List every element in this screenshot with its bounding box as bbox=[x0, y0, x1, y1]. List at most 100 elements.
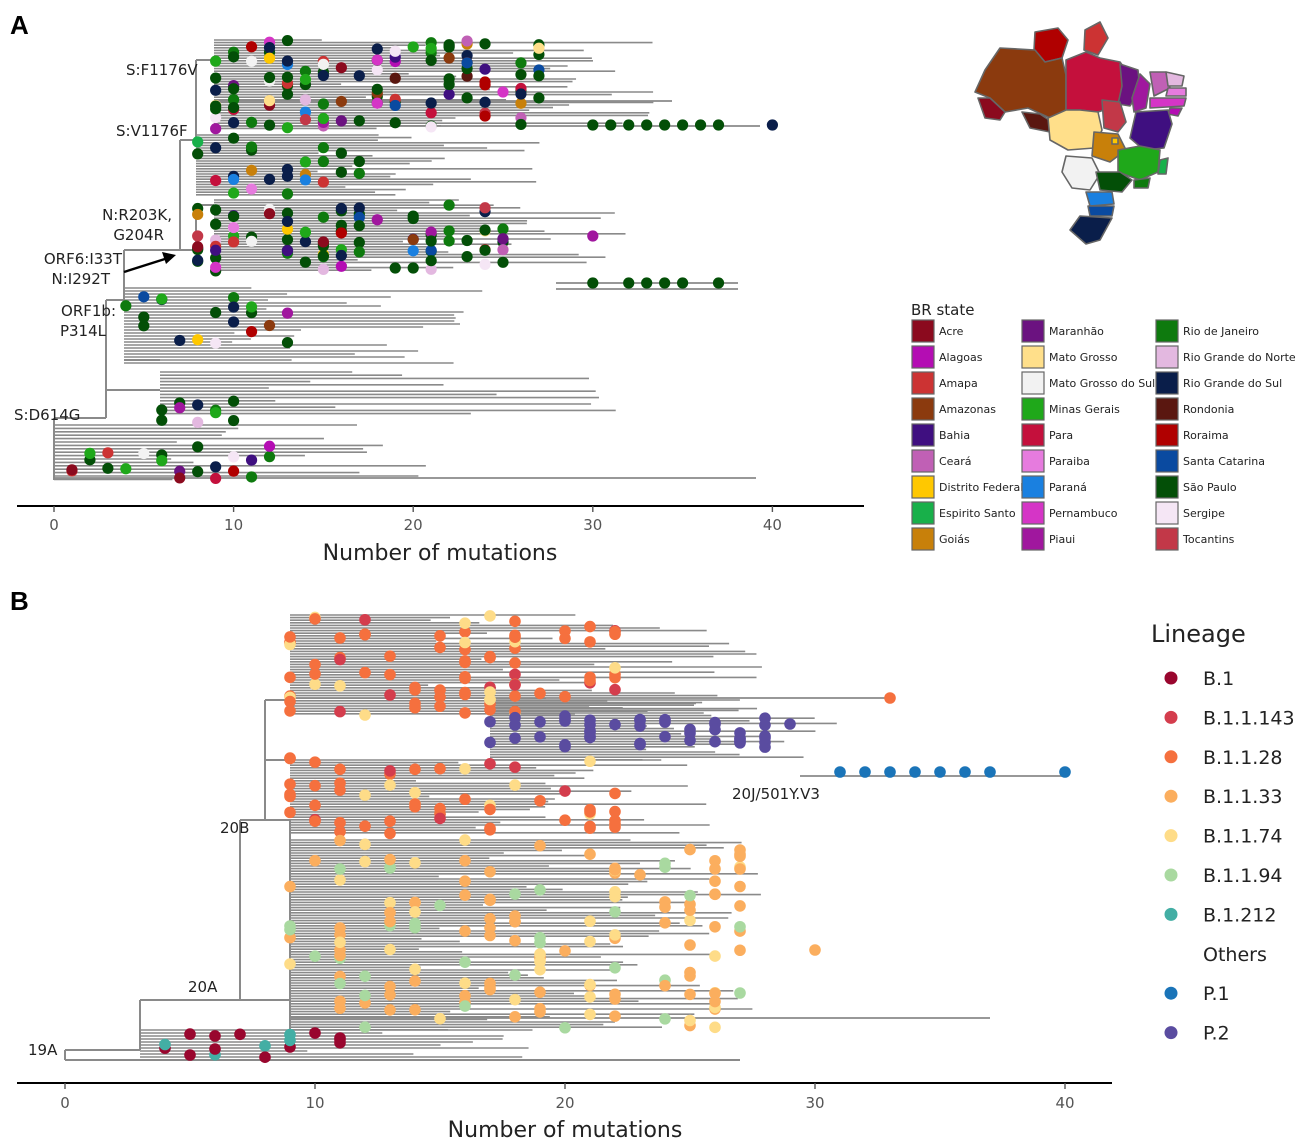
tip-point bbox=[712, 119, 725, 131]
tip-point bbox=[884, 766, 896, 778]
tip-point bbox=[709, 735, 721, 748]
legend-swatch bbox=[1164, 750, 1178, 764]
tip-point bbox=[1059, 766, 1071, 778]
tip-point bbox=[484, 865, 496, 878]
tip-point bbox=[210, 252, 222, 264]
legend-label: P.1 bbox=[1203, 983, 1230, 1005]
tip-point bbox=[694, 119, 707, 131]
x-tick-label: 20 bbox=[555, 1094, 574, 1112]
tip-point bbox=[335, 95, 347, 108]
tip-point bbox=[210, 244, 222, 256]
tip-point bbox=[384, 906, 396, 919]
tip-point bbox=[384, 943, 396, 956]
map-parana bbox=[1085, 191, 1115, 207]
tip-point bbox=[484, 823, 496, 836]
tip-point bbox=[281, 122, 294, 134]
tip-point bbox=[659, 277, 671, 289]
tip-point bbox=[534, 839, 546, 852]
tip-point bbox=[334, 816, 346, 829]
tip-point bbox=[443, 88, 455, 100]
tip-point bbox=[284, 806, 296, 819]
tip-point bbox=[484, 651, 496, 664]
tip-point bbox=[533, 92, 545, 104]
tip-point bbox=[584, 674, 596, 687]
tip-point bbox=[284, 631, 296, 643]
tip-point bbox=[497, 256, 509, 268]
tip-point bbox=[584, 978, 596, 991]
tip-point bbox=[534, 687, 546, 700]
legend-swatch bbox=[1021, 371, 1045, 395]
tip-point bbox=[317, 112, 329, 125]
tip-point bbox=[443, 199, 455, 211]
tip-point bbox=[317, 176, 329, 188]
legend-label: Mato Grosso do Sul bbox=[1049, 377, 1155, 390]
tip-point bbox=[409, 786, 421, 799]
tip-point bbox=[234, 1028, 246, 1041]
tip-point bbox=[228, 101, 240, 114]
tip-point bbox=[684, 889, 696, 902]
tip-point bbox=[484, 983, 496, 996]
map-santa-catarina bbox=[1087, 205, 1115, 217]
tip-point bbox=[509, 779, 521, 791]
tree-annotation: S:D614G bbox=[14, 406, 80, 424]
brazil-map bbox=[974, 21, 1187, 245]
legend-label: Alagoas bbox=[939, 351, 983, 364]
tip-point bbox=[684, 843, 696, 856]
tip-point bbox=[384, 779, 396, 791]
x-ticks-a: 0 10 20 30 40 bbox=[49, 506, 782, 534]
tip-point bbox=[609, 993, 621, 1005]
tip-point bbox=[443, 52, 455, 64]
tip-point bbox=[228, 291, 240, 304]
tip-point bbox=[425, 255, 437, 267]
tip-point bbox=[461, 35, 473, 47]
tip-point bbox=[389, 99, 401, 112]
panel-b-label: B bbox=[10, 586, 29, 616]
tip-point bbox=[425, 226, 437, 238]
tip-point bbox=[334, 680, 346, 692]
tip-point bbox=[281, 188, 294, 200]
tip-point bbox=[534, 731, 546, 743]
map-pernambuco bbox=[1149, 97, 1187, 109]
tip-point bbox=[461, 92, 473, 104]
tip-point bbox=[484, 921, 496, 934]
tip-point bbox=[609, 961, 621, 974]
tip-point bbox=[353, 211, 365, 224]
tip-point bbox=[334, 763, 346, 776]
map-mato-grosso bbox=[1047, 109, 1103, 151]
legend-swatch bbox=[1021, 449, 1045, 473]
tip-point bbox=[281, 336, 294, 349]
tip-point bbox=[334, 922, 346, 934]
tip-point bbox=[281, 223, 294, 235]
tip-point bbox=[245, 141, 258, 153]
tip-point bbox=[734, 737, 746, 749]
tip-point bbox=[120, 300, 132, 312]
tip-point bbox=[443, 225, 455, 237]
tip-point bbox=[407, 212, 419, 225]
tip-point bbox=[263, 451, 276, 463]
tip-point bbox=[734, 900, 746, 912]
tip-point bbox=[192, 208, 204, 221]
tip-point bbox=[210, 204, 222, 216]
tip-point bbox=[559, 814, 571, 827]
tip-point bbox=[309, 799, 321, 812]
tip-point bbox=[281, 34, 294, 47]
legend-swatch bbox=[911, 319, 935, 343]
tip-point bbox=[484, 912, 496, 925]
tip-point bbox=[587, 277, 599, 289]
legend-swatch bbox=[1155, 423, 1179, 447]
tip-point bbox=[909, 766, 921, 778]
tip-point bbox=[384, 650, 396, 662]
tip-point bbox=[634, 738, 646, 751]
tip-point bbox=[299, 114, 312, 126]
tip-point bbox=[309, 779, 321, 792]
tip-point bbox=[623, 119, 635, 131]
tip-point bbox=[309, 668, 321, 680]
legend-swatch bbox=[1155, 527, 1179, 551]
tip-point bbox=[479, 244, 491, 256]
tip-point bbox=[228, 210, 240, 223]
tip-point bbox=[299, 94, 312, 106]
tree-annotation: N:R203K, bbox=[102, 206, 172, 224]
tip-point bbox=[709, 888, 721, 901]
tip-point bbox=[459, 626, 471, 638]
tip-point bbox=[559, 632, 571, 645]
